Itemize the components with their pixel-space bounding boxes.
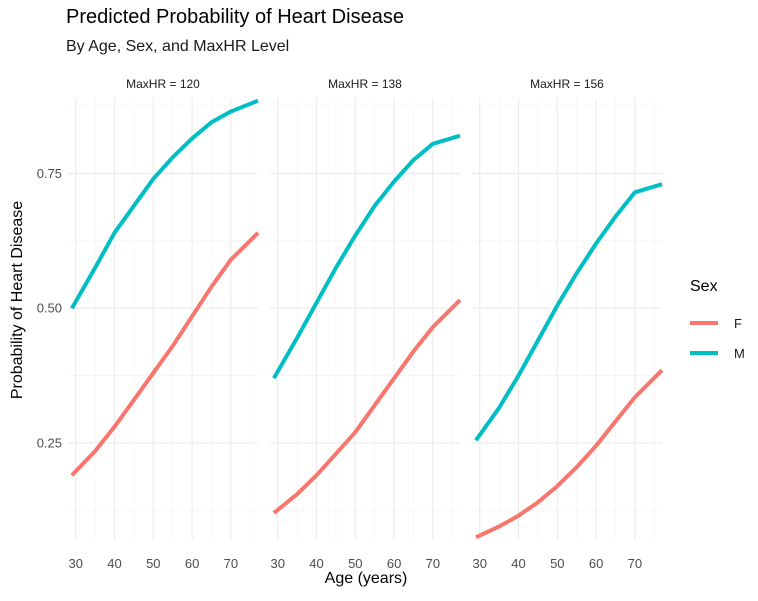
x-tick-label: 40 [511, 556, 525, 571]
facet-strip-label: MaxHR = 138 [328, 77, 402, 91]
x-axis-label: Age (years) [324, 570, 408, 587]
chart-title: Predicted Probability of Heart Disease [66, 6, 404, 28]
x-tick-label: 50 [146, 556, 160, 571]
x-tick-label: 70 [224, 556, 238, 571]
series-line-f [70, 231, 260, 477]
y-tick-label: 0.25 [37, 435, 62, 450]
chart-subtitle: By Age, Sex, and MaxHR Level [66, 38, 290, 55]
x-tick-label: 70 [426, 556, 440, 571]
legend-label-f: F [734, 315, 742, 331]
legend: Sex F M [690, 278, 745, 368]
series-line-m [272, 133, 461, 380]
legend-label-m: M [734, 345, 745, 361]
legend-title: Sex [690, 278, 718, 295]
facet-panel-1: MaxHR = 120 30 40 50 60 70 [68, 77, 260, 571]
facet-panel-2: MaxHR = 138 30 40 50 60 70 [270, 77, 462, 571]
series-line-m [70, 98, 259, 310]
facet-strip-label: MaxHR = 120 [126, 77, 200, 91]
x-tick-label: 60 [387, 556, 401, 571]
x-tick-label: 30 [69, 556, 83, 571]
facet-strip-label: MaxHR = 156 [530, 77, 604, 91]
legend-item-f: F [690, 308, 745, 338]
series-line-f [272, 298, 462, 515]
facet-panel-3: MaxHR = 156 30 40 50 60 70 [472, 77, 664, 571]
x-tick-label: 60 [589, 556, 603, 571]
x-tick-label: 50 [348, 556, 362, 571]
y-tick-label: 0.50 [37, 301, 62, 316]
legend-item-m: M [690, 338, 745, 368]
y-tick-label: 0.75 [37, 166, 62, 181]
series-line-f [475, 368, 664, 540]
series-line-m [474, 182, 663, 442]
legend-key-f [690, 321, 718, 325]
x-tick-label: 50 [550, 556, 564, 571]
x-tick-label: 30 [473, 556, 487, 571]
x-tick-label: 40 [309, 556, 323, 571]
y-axis-label: Probability of Heart Disease [9, 200, 26, 400]
x-tick-label: 60 [185, 556, 199, 571]
legend-key-m [690, 351, 718, 355]
x-tick-label: 40 [107, 556, 121, 571]
x-tick-label: 70 [628, 556, 642, 571]
x-tick-label: 30 [271, 556, 285, 571]
